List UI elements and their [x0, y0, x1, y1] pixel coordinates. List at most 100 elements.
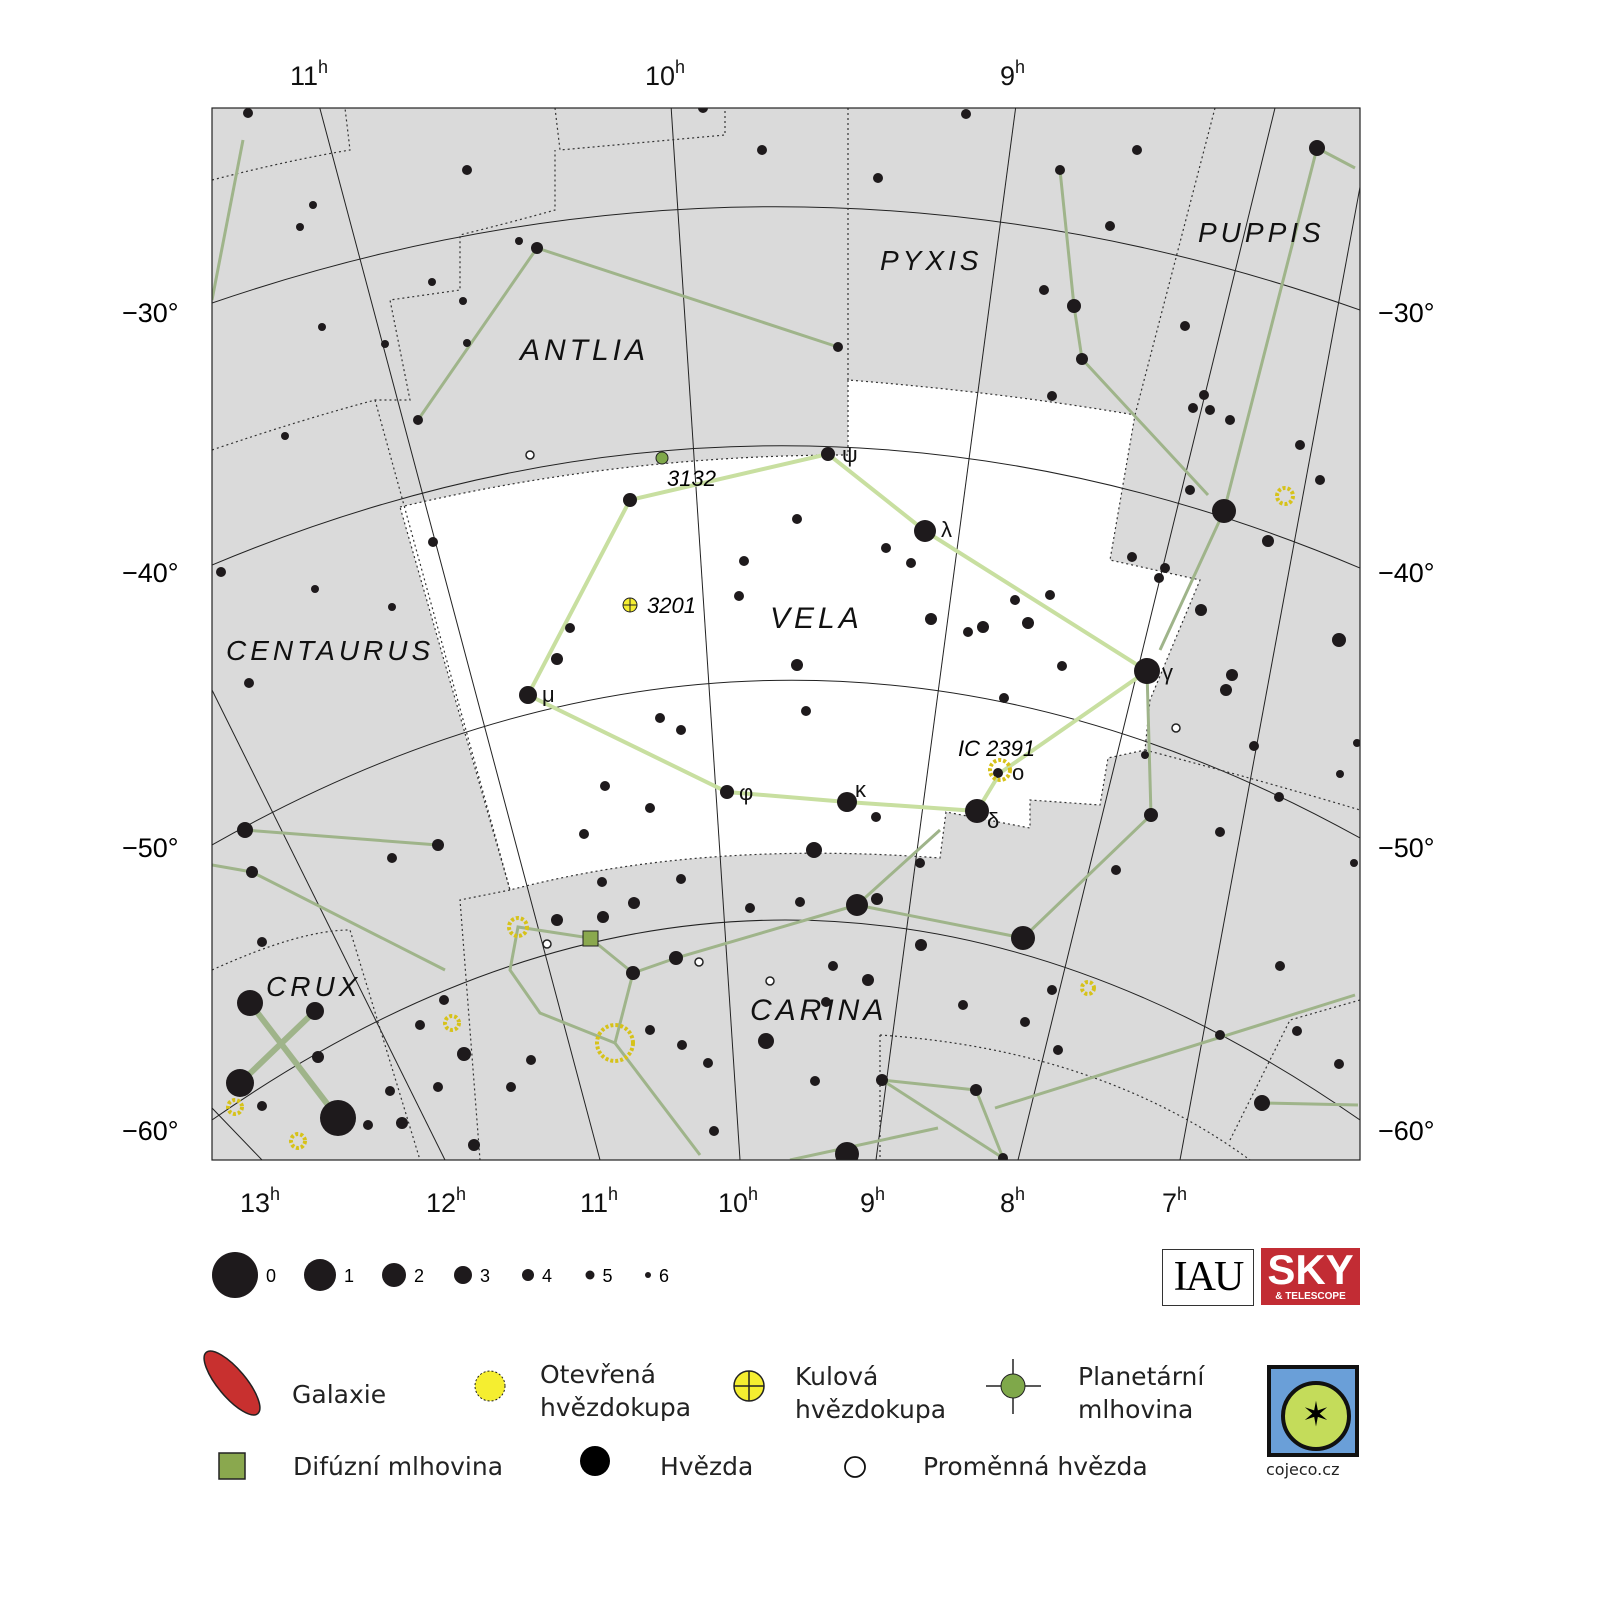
constellation-label-pyxis: PYXIS: [880, 245, 982, 276]
open-cluster-icon: [226, 1098, 244, 1116]
star: [873, 173, 883, 183]
star: [413, 415, 423, 425]
star: [1180, 321, 1190, 331]
star: [1334, 1059, 1344, 1069]
dec-label-right: −40°: [1378, 558, 1435, 588]
ra-bottom-label: 7h: [1162, 1184, 1187, 1218]
variable-star-icon: [1171, 723, 1181, 733]
dec-label-right: −50°: [1378, 833, 1435, 863]
star: [387, 853, 397, 863]
star: [1047, 985, 1057, 995]
star: [1055, 165, 1065, 175]
star-legend-icon: [580, 1446, 610, 1476]
star: [745, 903, 755, 913]
variable-star-icon: [694, 957, 704, 967]
star: [821, 997, 831, 1007]
star-label-phi: φ: [739, 780, 753, 805]
star-label-mu: μ: [542, 682, 555, 707]
star: [506, 1082, 516, 1092]
star: [1274, 792, 1284, 802]
star: [757, 145, 767, 155]
star: [396, 1117, 408, 1129]
star: [1292, 1026, 1302, 1036]
star: [1226, 669, 1238, 681]
legend-diffuse-nebula-label: Difúzní mlhovina: [293, 1452, 504, 1481]
star: [871, 812, 881, 822]
star-label-kappa: κ: [855, 777, 867, 802]
ra-bottom-label: 10h: [718, 1184, 758, 1218]
vela-figure-line: [525, 451, 1151, 814]
ra-top-label: 10h: [645, 57, 685, 91]
star: [1295, 440, 1305, 450]
star-label-gamma: γ: [1162, 660, 1173, 685]
star: [257, 1101, 267, 1111]
planetary-nebula-legend-icon: [1000, 1373, 1026, 1399]
star: [1010, 595, 1020, 605]
star: [597, 911, 609, 923]
star: [958, 1000, 968, 1010]
star: [801, 706, 811, 716]
star: [433, 1082, 443, 1092]
star: [881, 543, 891, 553]
constellation-label-crux: CRUX: [266, 971, 361, 1002]
star: [1022, 617, 1034, 629]
star: [925, 613, 937, 625]
star: [1249, 741, 1259, 751]
star: [1336, 770, 1344, 778]
sky-telescope-logo: SKY & TELESCOPE: [1261, 1248, 1360, 1305]
star: [758, 1033, 774, 1049]
magnitude-0-label: 0: [266, 1266, 276, 1286]
star: [428, 278, 436, 286]
ra-top-label: 11h: [290, 57, 328, 91]
open-cluster-icon: [1275, 486, 1295, 506]
star: [1225, 415, 1235, 425]
star: [281, 432, 289, 440]
star: [999, 693, 1009, 703]
star: [998, 1153, 1008, 1160]
magnitude-4-label: 4: [542, 1266, 552, 1286]
variable-star-legend-icon: [844, 1456, 866, 1478]
globular-cross-icon: [623, 598, 637, 612]
magnitude-1-label: 1: [344, 1266, 354, 1286]
apple-icon: ✶: [1281, 1381, 1351, 1451]
vela-region: [399, 379, 1201, 891]
star: [810, 1076, 820, 1086]
star: [1350, 859, 1358, 867]
sky-logo-text: SKY: [1267, 1246, 1354, 1293]
star: [1132, 145, 1142, 155]
star: [318, 323, 326, 331]
stars: [216, 108, 1360, 1160]
star: [1188, 403, 1198, 413]
legend-planetary-nebula-label: Planetární mlhovina: [1078, 1362, 1205, 1424]
star: [257, 937, 267, 947]
open-cluster-icon: [988, 758, 1012, 782]
star: [1053, 1045, 1063, 1055]
star: [1160, 563, 1170, 573]
star: [597, 877, 607, 887]
star: [1134, 658, 1160, 684]
dec-label-left: −30°: [122, 298, 179, 328]
star: [795, 897, 805, 907]
constellation-label-vela: VELA: [770, 602, 863, 635]
star: [963, 627, 973, 637]
constellation-line: [994, 993, 1356, 1110]
star: [415, 1020, 425, 1030]
star: [914, 520, 936, 542]
star: [698, 108, 708, 113]
legend-globular-cluster-label: Kulová hvězdokupa: [795, 1362, 947, 1424]
star: [1067, 299, 1081, 313]
star: [626, 966, 640, 980]
constellation-line: [1058, 169, 1210, 497]
star: [459, 297, 467, 305]
star: [1111, 865, 1121, 875]
planetary-nebula-ngc3132-icon: [655, 451, 669, 465]
legend-open-cluster-label: Otevřená hvězdokupa: [540, 1360, 692, 1422]
ra-bottom-label: 13h: [240, 1184, 280, 1218]
star: [828, 961, 838, 971]
dec-label-right: −60°: [1378, 1116, 1435, 1146]
magnitude-2-icon: [382, 1263, 406, 1287]
star: [1144, 808, 1158, 822]
star: [1057, 661, 1067, 671]
star: [628, 897, 640, 909]
open-cluster-icon: [507, 916, 529, 938]
